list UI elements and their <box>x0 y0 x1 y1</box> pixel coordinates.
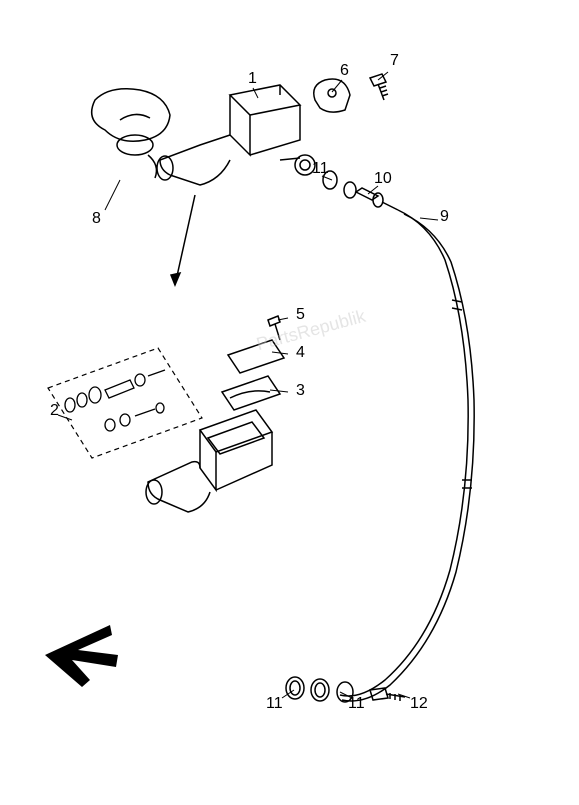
lever-guard <box>92 89 170 178</box>
callout-1: 1 <box>248 70 257 88</box>
callout-9: 9 <box>440 208 449 226</box>
callout-12: 12 <box>410 695 428 713</box>
clamp-bracket <box>314 79 350 112</box>
detail-exploded <box>146 316 284 512</box>
callout-11c: 11 <box>348 695 365 713</box>
callout-6: 6 <box>340 62 349 80</box>
callout-5: 5 <box>296 306 305 324</box>
brake-hose <box>340 210 474 701</box>
bolt-7 <box>370 74 388 100</box>
direction-arrow <box>45 625 118 687</box>
diagram-svg <box>0 0 579 800</box>
callout-3: 3 <box>296 382 305 400</box>
callout-10: 10 <box>374 170 392 188</box>
callout-4: 4 <box>296 344 305 362</box>
callout-11b: 11 <box>266 695 283 713</box>
piston-kit-box <box>48 348 202 458</box>
callout-8: 8 <box>92 210 101 228</box>
callout-leaders <box>58 72 438 698</box>
callout-7: 7 <box>390 52 399 70</box>
callout-11: 11 <box>312 160 329 178</box>
parts-diagram: 1 2 3 4 5 6 7 8 9 10 11 11 11 12 PartsRe… <box>0 0 579 800</box>
detail-leader <box>171 195 195 285</box>
callout-2: 2 <box>50 402 59 420</box>
banjo-fitting-lower <box>286 677 405 702</box>
piston-kit-parts <box>65 370 165 431</box>
master-cylinder-upper <box>157 85 315 185</box>
